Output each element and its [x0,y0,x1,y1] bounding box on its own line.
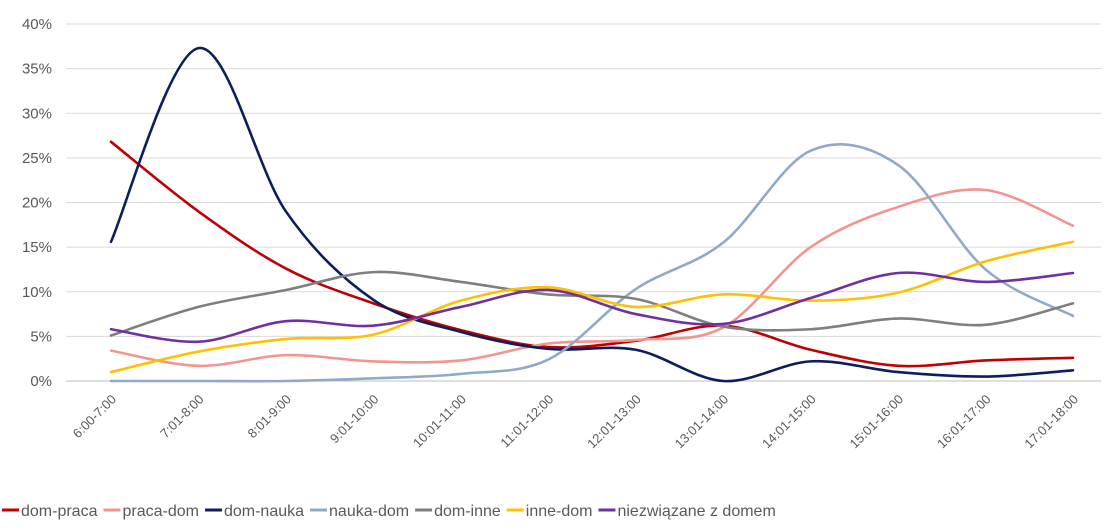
x-tick-label: 7:01-8:00 [157,392,206,441]
y-axis-ticks: 0% 5% 10% 15% 20% 25% 30% 35% 40% [22,16,52,390]
y-tick-label: 40% [22,16,52,33]
series-line-niezwiazane-z-domem [109,271,1075,344]
series-line-inne-dom [109,240,1075,374]
legend-label: nauka-dom [329,503,409,520]
y-tick-label: 25% [22,150,52,167]
x-axis-ticks: 6:00-7:00 7:01-8:00 8:01-9:00 9:01-10:00 10:… [70,392,1081,452]
legend: dom-praca praca-dom dom-nauka nauka-dom dom-… [2,503,776,520]
y-tick-label: 15% [22,239,52,256]
grid-layer [66,23,1101,382]
x-tick-label: 16:01-17:00 [934,392,994,452]
x-tick-label: 10:01-11:00 [410,392,469,451]
legend-item: dom-inne [415,503,501,520]
y-tick-label: 35% [22,61,52,78]
y-tick-label: 0% [30,373,52,390]
x-tick-label: 9:01-10:00 [327,392,382,447]
series-layer [109,46,1075,383]
x-tick-label: 11:01-12:00 [497,392,556,451]
legend-item: nauka-dom [310,503,409,520]
legend-item: dom-praca [2,503,98,520]
y-tick-label: 5% [30,328,52,345]
x-tick-label: 15:01-16:00 [847,392,907,452]
x-tick-label: 12:01-13:00 [584,392,644,452]
series-line-dom-nauka [109,46,1075,383]
x-tick-label: 13:01-14:00 [672,392,732,452]
legend-item: dom-nauka [204,503,304,520]
legend-label: dom-inne [434,503,501,520]
series-line-praca-dom [109,188,1075,368]
legend-label: dom-praca [21,503,98,520]
y-tick-label: 30% [22,105,52,122]
x-tick-label: 14:01-15:00 [759,392,819,452]
legend-label: inne-dom [526,503,593,520]
legend-label: praca-dom [122,503,198,520]
x-tick-label: 6:00-7:00 [70,392,119,441]
x-tick-label: 17:01-18:00 [1021,392,1081,452]
x-tick-label: 8:01-9:00 [245,392,294,441]
legend-item: praca-dom [103,503,199,520]
legend-item: inne-dom [506,503,593,520]
legend-label: niezwiązane z domem [617,503,775,520]
y-tick-label: 20% [22,195,52,212]
legend-item: niezwiązane z domem [598,503,776,520]
legend-label: dom-nauka [224,503,304,520]
y-tick-label: 10% [22,284,52,301]
series-line-dom-praca [109,140,1075,368]
